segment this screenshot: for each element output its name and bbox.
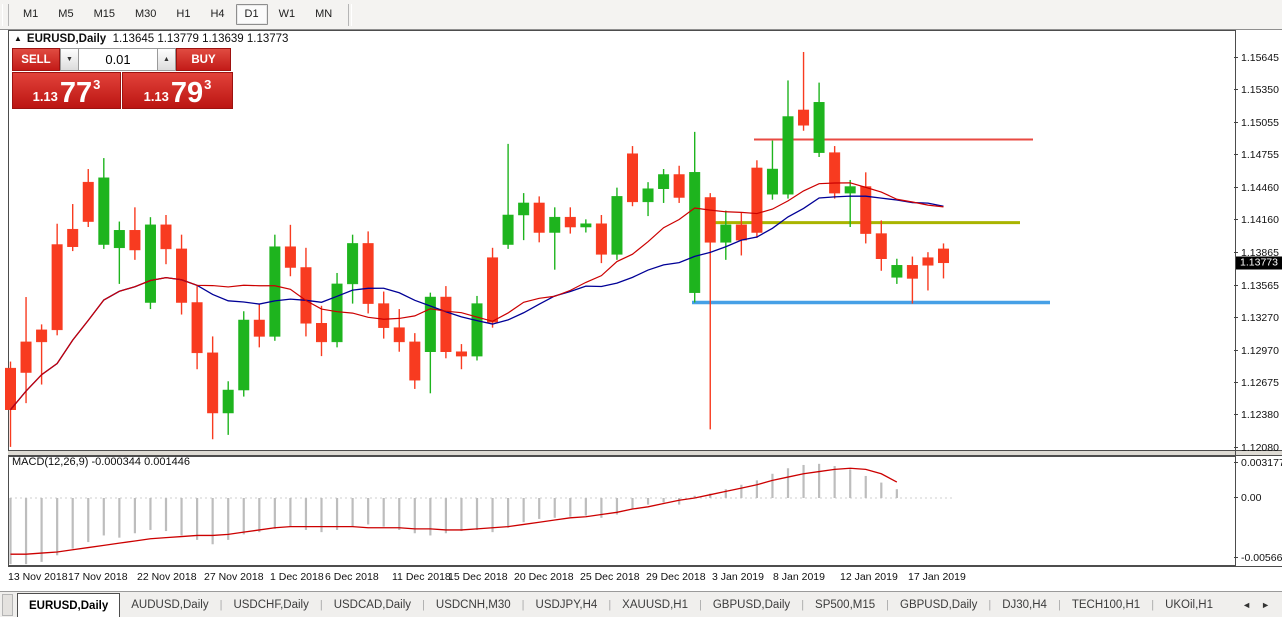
buy-price-panel[interactable]: 1.13 79 3 <box>122 72 233 109</box>
date-axis-label: 29 Dec 2018 <box>646 571 706 583</box>
date-axis-label: 1 Dec 2018 <box>270 571 324 583</box>
timeframe-button-mn[interactable]: MN <box>315 8 333 20</box>
sell-price-figure: 1.13 <box>32 89 58 104</box>
chart-tab-eurusd-daily[interactable]: EURUSD,Daily <box>17 593 121 617</box>
tab-separator: | <box>886 599 890 611</box>
price-axis-label: 1.14460 <box>1241 181 1279 194</box>
tabs-scroll-left-icon[interactable]: ◄ <box>1242 600 1252 610</box>
tab-separator: | <box>988 599 992 611</box>
lot-increase-button[interactable]: ▲ <box>157 48 176 71</box>
price-axis-label: 1.12970 <box>1241 344 1279 357</box>
symbol-header: ▲ EURUSD,Daily 1.13645 1.13779 1.13639 1.… <box>14 33 288 45</box>
chart-tab-tech100-h1[interactable]: TECH100,H1 <box>1071 599 1141 611</box>
current-price-badge: 1.13773 <box>1236 256 1282 270</box>
chart-tab-gbpusd-daily-2[interactable]: GBPUSD,Daily <box>900 599 978 611</box>
date-axis-label: 17 Jan 2019 <box>908 571 966 583</box>
date-axis-label: 25 Dec 2018 <box>580 571 640 583</box>
macd-axis-label: -0.005667 <box>1240 552 1282 564</box>
price-axis-label: 1.13865 <box>1241 246 1279 259</box>
date-axis-label: 11 Dec 2018 <box>392 571 451 583</box>
chart-tab-bar: EURUSD,Daily AUDUSD,Daily | USDCHF,Daily | US… <box>0 591 1282 617</box>
sell-price-panel[interactable]: 1.13 77 3 <box>12 72 121 109</box>
price-axis-label: 1.15645 <box>1241 52 1279 64</box>
date-axis-label: 15 Dec 2018 <box>448 571 508 583</box>
chart-tab-usdjpy-h4[interactable]: USDJPY,H4 <box>535 599 598 611</box>
time-axis: 13 Nov 2018 17 Nov 2018 22 Nov 2018 27 Nov … <box>0 567 1282 590</box>
price-axis-label: 1.12675 <box>1241 376 1279 389</box>
chart-bottom-frame <box>8 566 1282 567</box>
tab-separator: | <box>608 599 612 611</box>
macd-indicator-label: MACD(12,26,9) -0.000344 0.001446 <box>12 456 190 468</box>
sell-button[interactable]: SELL <box>12 48 60 71</box>
timeframe-button-m30[interactable]: M30 <box>134 8 157 20</box>
price-axis-label: 1.13565 <box>1241 279 1279 292</box>
price-axis-label: 1.15350 <box>1241 84 1279 97</box>
macd-axis-label: 0.003177 <box>1240 457 1282 469</box>
date-axis-label: 27 Nov 2018 <box>204 571 264 583</box>
timeframe-button-m15[interactable]: M15 <box>93 8 115 20</box>
price-axis-label: 1.14755 <box>1241 149 1279 162</box>
candlestick-chart-canvas <box>5 30 1236 566</box>
chart-tab-xauusd-h1[interactable]: XAUUSD,H1 <box>622 599 688 611</box>
chart-tab-dj30-h4[interactable]: DJ30,H4 <box>1002 599 1047 611</box>
toolbar-separator <box>348 3 353 26</box>
lot-size-input[interactable] <box>79 48 157 71</box>
price-axis-label: 1.15055 <box>1241 116 1279 129</box>
chart-area[interactable]: ▲ EURUSD,Daily 1.13645 1.13779 1.13639 1.… <box>0 30 1282 591</box>
chart-tab-audusd-daily[interactable]: AUDUSD,Daily <box>131 599 209 611</box>
tab-separator: | <box>1151 599 1155 611</box>
buy-button[interactable]: BUY <box>176 48 231 71</box>
tab-separator: | <box>521 599 525 611</box>
chart-tab-sp500-m15[interactable]: SP500,M15 <box>815 599 876 611</box>
lot-decrease-button[interactable]: ▼ <box>60 48 79 71</box>
buy-price-figure: 1.13 <box>143 89 169 104</box>
date-axis-label: 6 Dec 2018 <box>325 571 379 583</box>
toolbar-grip[interactable] <box>2 3 9 26</box>
symbol-ohlc-values: 1.13645 1.13779 1.13639 1.13773 <box>112 33 289 45</box>
price-axis-label: 1.13270 <box>1241 311 1279 324</box>
tab-separator: | <box>699 599 702 611</box>
buy-price-pips: 79 <box>170 77 204 109</box>
sell-price-point: 3 <box>93 77 101 92</box>
price-axis-label: 1.12080 <box>1241 442 1279 454</box>
date-axis-label: 17 Nov 2018 <box>68 571 128 583</box>
chart-tab-usdcnh-m30[interactable]: USDCNH,M30 <box>435 599 511 611</box>
price-axis-line <box>1235 30 1236 566</box>
collapse-triangle-icon[interactable]: ▲ <box>14 34 22 43</box>
chart-tab-usdcad-daily[interactable]: USDCAD,Daily <box>333 599 412 611</box>
timeframe-button-w1[interactable]: W1 <box>278 8 296 20</box>
tab-separator: | <box>422 599 425 611</box>
date-axis-label: 13 Nov 2018 <box>8 571 68 583</box>
tab-separator: | <box>319 599 323 611</box>
timeframe-button-d1[interactable]: D1 <box>235 4 268 25</box>
pane-splitter[interactable] <box>8 450 1282 456</box>
sell-price-pips: 77 <box>59 77 93 109</box>
timeframe-button-m1[interactable]: M1 <box>23 8 39 20</box>
symbol-name: EURUSD,Daily <box>26 33 107 45</box>
date-axis-label: 12 Jan 2019 <box>840 571 898 583</box>
date-axis-label: 3 Jan 2019 <box>712 571 764 583</box>
tab-separator: | <box>219 599 223 611</box>
timeframe-button-m5[interactable]: M5 <box>58 8 74 20</box>
chart-tab-usdchf-daily[interactable]: USDCHF,Daily <box>233 599 309 611</box>
timeframe-button-h4[interactable]: H4 <box>210 8 225 20</box>
price-axis-label: 1.14160 <box>1241 214 1279 227</box>
buy-price-point: 3 <box>204 77 212 92</box>
chart-tab-ukoil-h1[interactable]: UKOil,H1 <box>1165 599 1213 611</box>
date-axis-label: 8 Jan 2019 <box>773 571 825 583</box>
tab-separator: | <box>1057 599 1061 611</box>
tab-separator: | <box>801 599 805 611</box>
tabs-scroll-right-icon[interactable]: ► <box>1261 600 1270 610</box>
date-axis-label: 20 Dec 2018 <box>514 571 574 583</box>
macd-axis-label: 0.00 <box>1241 492 1262 504</box>
tabbar-edge-grip[interactable] <box>2 594 13 616</box>
date-axis-label: 22 Nov 2018 <box>137 571 197 583</box>
timeframe-toolbar: M1 M5 M15 M30 H1 H4 D1 W1 MN <box>0 0 1282 30</box>
timeframe-button-h1[interactable]: H1 <box>176 8 191 20</box>
price-axis-label: 1.12380 <box>1241 409 1279 422</box>
chart-tab-gbpusd-daily[interactable]: GBPUSD,Daily <box>712 599 791 611</box>
